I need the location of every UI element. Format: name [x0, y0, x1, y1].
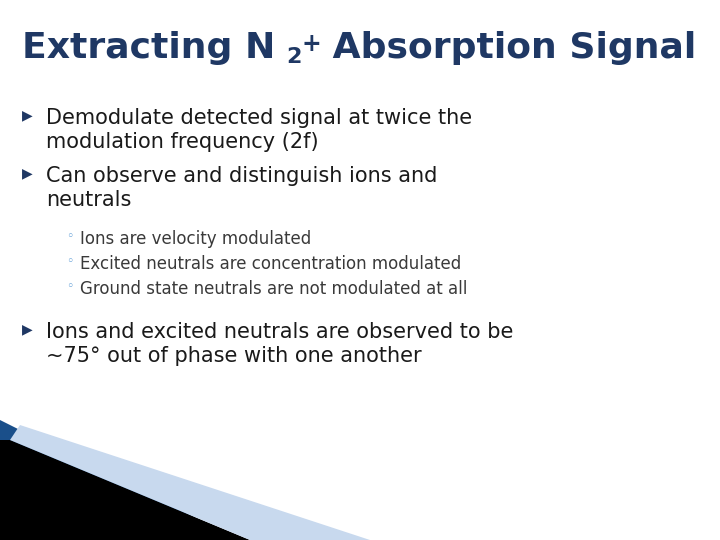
- Text: Ions are velocity modulated: Ions are velocity modulated: [80, 230, 311, 248]
- Text: Can observe and distinguish ions and: Can observe and distinguish ions and: [46, 166, 437, 186]
- Text: Absorption Signal: Absorption Signal: [320, 31, 696, 65]
- Text: +: +: [302, 32, 322, 56]
- Polygon shape: [0, 440, 250, 540]
- Polygon shape: [0, 425, 370, 540]
- Polygon shape: [0, 420, 240, 540]
- Text: Extracting N: Extracting N: [22, 31, 275, 65]
- Text: modulation frequency (2f): modulation frequency (2f): [46, 132, 319, 152]
- Text: ▶: ▶: [22, 166, 32, 180]
- Text: ◦: ◦: [66, 255, 73, 268]
- Text: Demodulate detected signal at twice the: Demodulate detected signal at twice the: [46, 108, 472, 128]
- Text: ▶: ▶: [22, 322, 32, 336]
- Text: ~75° out of phase with one another: ~75° out of phase with one another: [46, 346, 422, 366]
- Text: Excited neutrals are concentration modulated: Excited neutrals are concentration modul…: [80, 255, 462, 273]
- Text: Ions and excited neutrals are observed to be: Ions and excited neutrals are observed t…: [46, 322, 513, 342]
- Text: 2: 2: [286, 47, 302, 67]
- Text: ◦: ◦: [66, 280, 73, 293]
- Text: Ground state neutrals are not modulated at all: Ground state neutrals are not modulated …: [80, 280, 467, 298]
- Text: ▶: ▶: [22, 108, 32, 122]
- Text: neutrals: neutrals: [46, 190, 131, 210]
- Text: ◦: ◦: [66, 230, 73, 243]
